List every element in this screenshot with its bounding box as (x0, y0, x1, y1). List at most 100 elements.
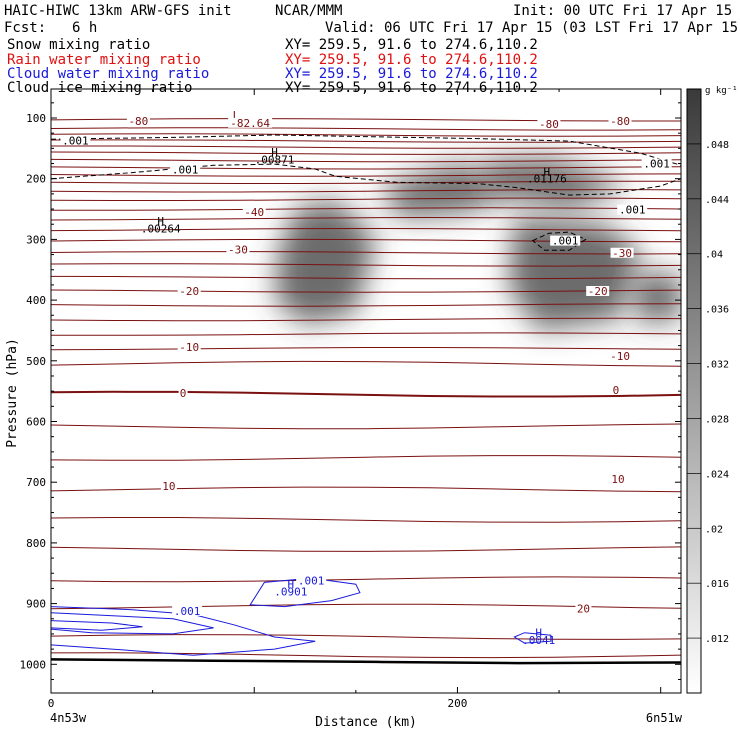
fcst-value: 6 h (72, 20, 98, 36)
temperature-label: 10 (611, 473, 624, 486)
colorbar-units: g kg⁻¹ (705, 86, 738, 96)
label-halo (177, 341, 201, 352)
label-halo (296, 575, 327, 586)
temperature-label: -10 (179, 341, 199, 354)
colorbar-tick-label: .036 (705, 305, 729, 316)
org-label: NCAR/MMM (275, 3, 343, 19)
isotherm-line (51, 118, 681, 122)
field-cloudwater-xy: XY= 259.5, 91.6 to 274.6,110.2 (285, 66, 538, 82)
x-right-location: 6n51w (646, 711, 683, 725)
temperature-label: -80 (610, 115, 630, 128)
model-title: HAIC-HIWC 13km ARW-GFS init (4, 3, 232, 19)
field-snow-xy: XY= 259.5, 91.6 to 274.6,110.2 (285, 37, 538, 53)
temperature-label: -80 (539, 118, 559, 131)
y-tick-label: 300 (26, 233, 46, 246)
temperature-label: -80 (128, 115, 148, 128)
x-tick-label: 0 (48, 697, 55, 710)
ice-extremum-value: .01176 (527, 173, 567, 186)
cloud-water-contour-label: .001 (174, 605, 201, 618)
cloud-water-extremum-marker: H (287, 578, 294, 591)
isotherm-line (51, 158, 681, 163)
y-tick-label: 1000 (20, 658, 47, 671)
label-halo (228, 117, 273, 128)
label-halo (610, 247, 634, 258)
temperature-label: -20 (179, 285, 199, 298)
field-snow-name: Snow mixing ratio (7, 37, 151, 53)
ice-contour-label: .001 (619, 204, 646, 217)
colorbar-tick-label: .048 (705, 140, 729, 151)
ice-extremum-marker: H (544, 165, 551, 178)
y-axis-label: Pressure (hPa) (5, 338, 20, 448)
isotherm-line (51, 251, 681, 255)
snow-max-upper-east (477, 157, 631, 210)
isotherm-line (51, 289, 681, 293)
isotherm-line (51, 347, 681, 351)
label-halo (177, 285, 201, 296)
temperature-extremum-marker: L (233, 109, 240, 122)
label-halo (226, 244, 250, 255)
y-tick-label: 500 (26, 355, 46, 368)
isotherm-line (51, 145, 681, 149)
temperature-extremum-value: -82.64 (230, 117, 270, 130)
isotherm-line (51, 166, 681, 170)
cloud-water-contour (51, 612, 214, 635)
isotherm-line (51, 303, 681, 307)
isotherm-line (51, 517, 681, 523)
field-ice-xy: XY= 259.5, 91.6 to 274.6,110.2 (285, 80, 538, 96)
snow-max-far-east (630, 272, 681, 325)
isotherm-line (51, 455, 681, 461)
ice-extremum-marker: H (271, 146, 278, 159)
ice-contour (51, 134, 681, 166)
ice-contour-label: .001 (62, 134, 89, 147)
y-tick-label: 200 (26, 173, 46, 186)
x-axis-label: Distance (km) (315, 715, 417, 730)
snow-max-east (508, 218, 641, 331)
y-tick-label: 400 (26, 294, 46, 307)
temperature-label: 0 (613, 384, 620, 397)
label-halo (608, 350, 632, 361)
ice-contour (51, 163, 681, 196)
cloud-water-contour (249, 577, 361, 608)
colorbar-tick-label: .032 (705, 360, 729, 371)
isotherm-line (51, 151, 681, 155)
isotherm-line (51, 189, 681, 193)
isotherm-line (51, 216, 681, 221)
ice-contour-label: .001 (172, 164, 199, 177)
isotherm-line (51, 486, 681, 493)
x-tick-label: 200 (448, 697, 468, 710)
label-halo (60, 135, 91, 146)
label-halo (586, 285, 610, 296)
y-tick-label: 700 (26, 476, 46, 489)
label-halo (178, 387, 188, 398)
y-tick-label: 800 (26, 537, 46, 550)
cloud-water-contour (51, 606, 316, 656)
field-rain-name: Rain water mixing ratio (7, 52, 201, 68)
isotherm-line (51, 652, 681, 659)
label-halo (242, 207, 266, 218)
snow-max-west (274, 199, 377, 325)
x-left-location: 4n53w (50, 711, 87, 725)
isotherm-line (51, 180, 681, 184)
cloud-water-extremum-value: .0041 (522, 634, 555, 647)
field-ice-name: Cloud ice mixing ratio (7, 80, 193, 96)
isotherm-line (51, 576, 681, 583)
label-halo (170, 164, 201, 175)
colorbar-gradient (686, 88, 702, 694)
isotherm-line (51, 207, 681, 211)
temperature-label: 0 (180, 387, 187, 400)
label-halo (641, 158, 672, 169)
field-rain-xy: XY= 259.5, 91.6 to 274.6,110.2 (285, 52, 538, 68)
isotherm-line (51, 197, 681, 201)
colorbar-tick-label: .044 (705, 195, 729, 206)
colorbar-tick-label: .04 (705, 250, 723, 261)
temperature-label: -40 (244, 206, 264, 219)
temperature-label: -30 (228, 244, 248, 257)
cloud-water-contour (513, 632, 552, 644)
temperature-label: 20 (577, 602, 590, 615)
fcst-label: Fcst: (4, 20, 47, 36)
colorbar-tick-label: .02 (705, 524, 723, 535)
ice-contour (531, 231, 587, 251)
cloud-water-contour-label: .001 (298, 575, 325, 588)
isotherm-line (51, 317, 681, 322)
cloud-water-contour (51, 620, 143, 631)
